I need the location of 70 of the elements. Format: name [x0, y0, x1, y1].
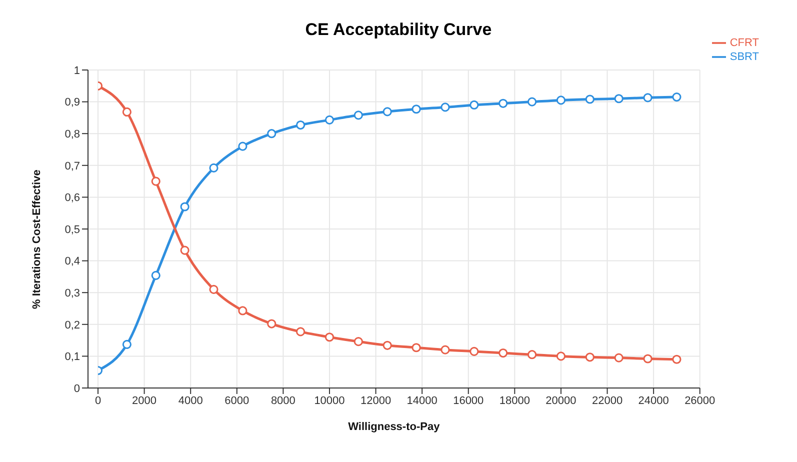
point — [672, 92, 682, 102]
point — [180, 246, 190, 255]
point — [209, 284, 218, 294]
point — [556, 352, 566, 361]
x-tick-label: 20000 — [546, 394, 576, 407]
point — [122, 340, 132, 349]
x-tick-label: 6000 — [224, 394, 250, 407]
point — [238, 306, 248, 316]
point — [382, 107, 392, 116]
y-tick-label: 0,1 — [64, 351, 80, 364]
point — [643, 354, 652, 364]
point — [440, 102, 450, 112]
chart-title: CE Acceptability Curve — [305, 20, 492, 39]
point — [527, 350, 537, 360]
y-tick-label: 1 — [74, 64, 80, 77]
point — [296, 327, 306, 336]
point — [498, 98, 508, 108]
point — [498, 348, 508, 358]
x-tick-label: 26000 — [684, 394, 716, 407]
point — [470, 346, 479, 356]
y-tick-label: 0,4 — [64, 256, 80, 268]
x-tick-label: 4000 — [178, 394, 203, 407]
legend-label: SBRT — [730, 50, 759, 63]
point — [614, 94, 624, 104]
x-tick-label: 12000 — [360, 394, 392, 407]
x-tick-label: 2000 — [132, 394, 157, 407]
point — [672, 354, 682, 364]
point — [324, 115, 334, 124]
point — [296, 120, 306, 130]
point — [151, 176, 160, 186]
point — [122, 107, 132, 117]
point — [267, 129, 276, 138]
y-axis-title: % Iterations Cost-Effective — [30, 170, 43, 309]
y-tick-label: 0,7 — [64, 160, 80, 172]
point — [238, 142, 248, 151]
point — [151, 270, 160, 280]
y-tick-label: 0 — [74, 382, 80, 395]
x-tick-label: 24000 — [638, 394, 669, 407]
point — [180, 202, 190, 212]
y-tick-label: 0,2 — [64, 319, 80, 332]
point — [556, 96, 566, 105]
point — [324, 332, 334, 342]
point — [412, 104, 421, 114]
y-tick-label: 0,5 — [64, 224, 80, 236]
point — [470, 100, 479, 110]
x-tick-label: 16000 — [453, 394, 484, 407]
point — [209, 163, 218, 172]
point — [354, 337, 363, 346]
y-tick-label: 0,8 — [64, 128, 80, 141]
legend-label: CFRT — [730, 36, 759, 49]
x-tick-label: 18000 — [499, 394, 530, 407]
x-axis-title: Willigness-to-Pay — [348, 421, 441, 433]
x-tick-label: 14000 — [406, 394, 438, 407]
y-tick-label: 0,6 — [64, 192, 80, 204]
x-tick-label: 10000 — [314, 394, 345, 407]
y-tick-label: 0,9 — [64, 96, 80, 109]
point — [643, 93, 652, 102]
point — [527, 97, 537, 106]
point — [585, 352, 594, 362]
point — [614, 353, 624, 362]
x-tick-label: 0 — [94, 394, 102, 407]
point — [354, 110, 363, 120]
point — [585, 94, 594, 104]
point — [267, 319, 276, 328]
x-tick-label: 8000 — [270, 394, 296, 407]
y-tick-label: 0,3 — [64, 288, 80, 300]
point — [382, 340, 392, 350]
x-tick-label: 22000 — [592, 394, 623, 407]
point — [412, 343, 421, 352]
point — [440, 345, 450, 354]
